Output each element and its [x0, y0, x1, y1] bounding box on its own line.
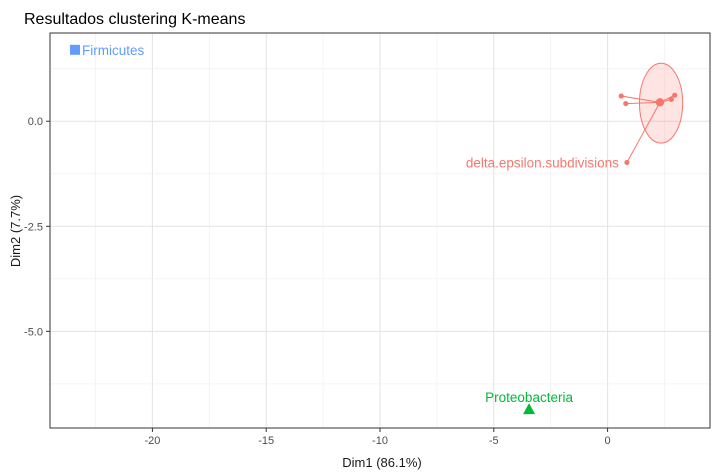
cluster-label: delta.epsilon.subdivisions: [466, 155, 619, 170]
cluster-label: Firmicutes: [82, 43, 145, 58]
x-tick-label: -15: [258, 435, 274, 447]
x-tick-label: -10: [372, 435, 388, 447]
y-axis-title: Dim2 (7.7%): [8, 195, 23, 267]
data-point: [624, 159, 630, 166]
x-tick-label: 0: [605, 435, 611, 447]
data-point: [672, 92, 678, 98]
x-tick-label: -20: [144, 435, 160, 447]
cluster-center-square: [70, 44, 81, 55]
plot-panel: [50, 33, 710, 428]
y-tick-label: -2.5: [24, 221, 43, 233]
x-tick-label: -5: [489, 435, 499, 447]
data-point: [618, 93, 624, 99]
cluster-delta-epsilon-subdivisions: delta.epsilon.subdivisions: [466, 62, 684, 170]
cluster-firmicutes: Firmicutes: [70, 43, 145, 58]
data-point: [668, 96, 674, 102]
x-axis-title: Dim1 (86.1%): [342, 455, 421, 470]
cluster-link: [625, 101, 660, 105]
cluster-label: Proteobacteria: [485, 390, 573, 405]
cluster-proteobacteria: Proteobacteria: [485, 390, 573, 415]
y-tick-label: -5.0: [24, 326, 43, 338]
data-point: [623, 100, 629, 107]
cluster-link: [621, 95, 661, 103]
chart-title: Resultados clustering K-means: [24, 11, 245, 28]
cluster-center-circle: [655, 98, 665, 107]
cluster-center-triangle: [523, 403, 536, 415]
data-marks: Firmicutes delta.epsilon.subdivisions Prot…: [70, 43, 684, 415]
cluster-link: [626, 102, 661, 163]
axes: -20 -15 -10 -5 0 0.0 -2.5 -5.0: [24, 32, 711, 447]
y-tick-label: 0.0: [28, 116, 43, 128]
